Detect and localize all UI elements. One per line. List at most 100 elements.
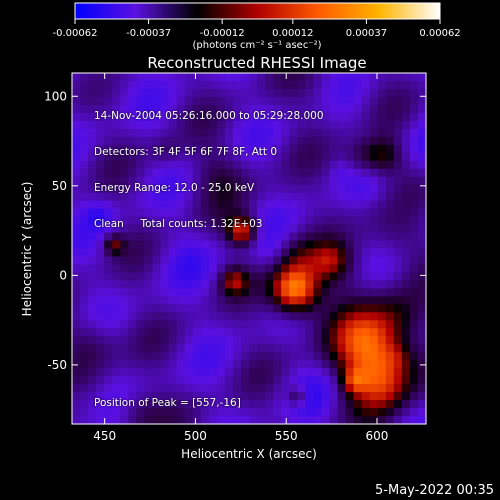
- heatmap-cell: [96, 344, 105, 353]
- heatmap-cell: [72, 120, 81, 130]
- heatmap-cell: [409, 112, 419, 122]
- heatmap-cell: [289, 144, 298, 154]
- heatmap-cell: [112, 80, 121, 90]
- heatmap-cell: [345, 344, 355, 353]
- heatmap-cell: [128, 208, 137, 218]
- heatmap-cell: [273, 344, 282, 353]
- heatmap-cell: [192, 168, 202, 178]
- heatmap-cell: [409, 416, 419, 425]
- heatmap-cell: [289, 120, 298, 130]
- heatmap-cell: [385, 304, 395, 313]
- heatmap-cell: [337, 400, 347, 409]
- heatmap-cell: [265, 104, 274, 114]
- heatmap-cell: [96, 304, 105, 313]
- heatmap-cell: [353, 216, 363, 226]
- heatmap-cell: [80, 288, 89, 297]
- heatmap-cell: [104, 256, 113, 266]
- heatmap-cell: [208, 336, 218, 345]
- heatmap-cell: [176, 408, 186, 417]
- heatmap-cell: [281, 384, 290, 393]
- peak-position: Position of Peak = [557,-16]: [94, 397, 241, 409]
- heatmap-cell: [152, 336, 162, 345]
- heatmap-cell: [289, 200, 298, 210]
- heatmap-cell: [313, 376, 323, 385]
- heatmap-cell: [120, 136, 129, 146]
- heatmap-cell: [80, 312, 89, 321]
- heatmap-cell: [369, 416, 379, 425]
- heatmap-cell: [144, 328, 154, 337]
- heatmap-cell: [112, 192, 121, 202]
- heatmap-cell: [80, 328, 89, 337]
- heatmap-cell: [265, 392, 274, 401]
- heatmap-cell: [144, 416, 154, 425]
- heatmap-cell: [249, 312, 258, 321]
- heatmap-cell: [240, 256, 250, 266]
- heatmap-cell: [160, 392, 170, 401]
- heatmap-cell: [273, 152, 282, 162]
- heatmap-cell: [224, 312, 234, 321]
- heatmap-cell: [337, 336, 347, 345]
- heatmap-cell: [305, 96, 314, 106]
- heatmap-cell: [385, 384, 395, 393]
- heatmap-cell: [345, 168, 355, 178]
- heatmap-cell: [184, 384, 194, 393]
- heatmap-cell: [72, 296, 81, 305]
- heatmap-cell: [72, 216, 81, 226]
- heatmap-cell: [200, 128, 210, 138]
- heatmap-cell: [385, 392, 395, 401]
- heatmap-cell: [184, 176, 194, 186]
- heatmap-cell: [281, 336, 290, 345]
- heatmap-cell: [224, 128, 234, 138]
- heatmap-cell: [385, 176, 395, 186]
- heatmap-cell: [361, 256, 371, 266]
- heatmap-cell: [257, 304, 266, 313]
- heatmap-cell: [385, 80, 395, 90]
- heatmap-cell: [297, 176, 306, 186]
- heatmap-cell: [144, 152, 154, 162]
- heatmap-cell: [152, 88, 162, 98]
- heatmap-cell: [144, 296, 154, 305]
- heatmap-cell: [72, 224, 81, 234]
- heatmap-cell: [136, 408, 146, 417]
- heatmap-cell: [208, 360, 218, 369]
- heatmap-cell: [152, 240, 162, 250]
- heatmap-cell: [184, 104, 194, 114]
- heatmap-cell: [353, 128, 363, 138]
- heatmap-cell: [313, 360, 323, 369]
- y-tick-label: 100: [44, 89, 67, 103]
- heatmap-cell: [281, 136, 290, 146]
- heatmap-cell: [240, 400, 250, 409]
- heatmap-cell: [289, 288, 298, 297]
- heatmap-cell: [128, 240, 137, 250]
- heatmap-cell: [168, 304, 178, 313]
- heatmap-cell: [136, 80, 146, 90]
- heatmap-cell: [208, 392, 218, 401]
- heatmap-cell: [184, 152, 194, 162]
- heatmap-cell: [240, 136, 250, 146]
- heatmap-cell: [112, 232, 121, 242]
- heatmap-cell: [224, 168, 234, 178]
- heatmap-cell: [216, 336, 226, 345]
- heatmap-cell: [104, 344, 113, 353]
- heatmap-cell: [104, 128, 113, 138]
- heatmap-cell: [401, 264, 411, 274]
- heatmap-cell: [257, 376, 266, 385]
- heatmap-cell: [208, 272, 218, 282]
- heatmap-cell: [249, 192, 258, 202]
- heatmap-cell: [160, 336, 170, 345]
- heatmap-cell: [409, 176, 419, 186]
- heatmap-cell: [160, 264, 170, 274]
- heatmap-cell: [96, 256, 105, 266]
- heatmap-cell: [377, 256, 387, 266]
- heatmap-cell: [289, 408, 298, 417]
- heatmap-cell: [337, 192, 347, 202]
- heatmap-cell: [240, 128, 250, 138]
- heatmap-cell: [337, 296, 347, 305]
- heatmap-cell: [385, 416, 395, 425]
- heatmap-cell: [313, 136, 323, 146]
- heatmap-cell: [232, 304, 242, 313]
- heatmap-cell: [409, 144, 419, 154]
- heatmap-cell: [232, 288, 242, 297]
- heatmap-cell: [176, 184, 186, 194]
- heatmap-cell: [168, 248, 178, 258]
